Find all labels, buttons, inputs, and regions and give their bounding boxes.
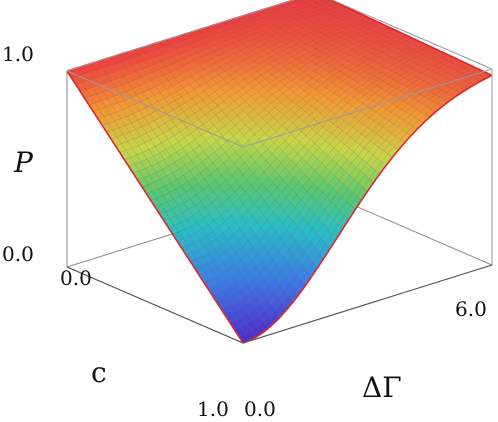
surface-mesh [66,0,493,344]
x-axis-label: c [91,356,107,389]
box-edge-top-right [330,0,493,70]
box-edge-top-left [66,70,244,148]
y-axis-label: ΔΓ [362,371,402,404]
box-edge-front-bottom [242,264,493,344]
surface-edge-c-max [242,74,493,344]
y-tick-min: 0.0 [244,397,276,421]
x-tick-max: 1.0 [197,397,229,421]
box-front-edges [66,0,493,344]
z-axis-label: P [13,146,34,179]
surface-edge-dGamma-max [329,0,493,77]
surface-edge-dGamma-zero [66,70,244,344]
box-edge-top-back [66,0,296,72]
z-tick-min: 0.0 [2,242,34,266]
surface-patch [299,0,306,2]
box-edge-left-bottom [66,266,244,344]
box-edge-top-front [242,68,493,148]
y-tick-max: 6.0 [455,297,487,321]
z-tick-max: 1.0 [2,42,34,66]
x-tick-min: 0.0 [60,266,92,290]
surface-patch [309,0,317,2]
surface-patch [319,0,328,2]
